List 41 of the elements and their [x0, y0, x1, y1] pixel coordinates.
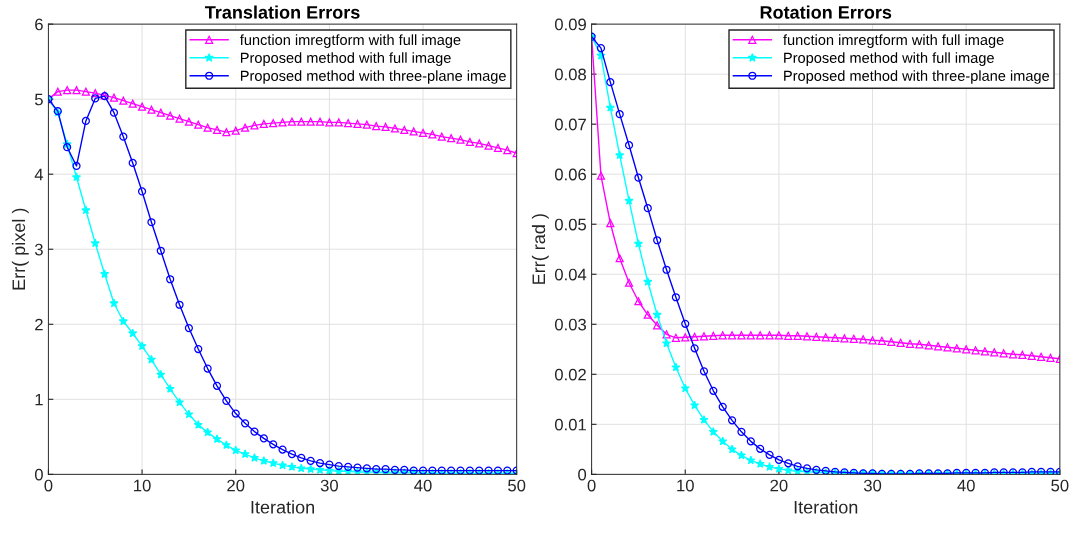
x-tick-label: 50 [508, 479, 526, 492]
y-tick-label: 0.02 [554, 368, 586, 381]
y-tick-label: 0 [578, 468, 587, 481]
legend-label: Proposed method with full image [240, 52, 451, 66]
legend-label: function imregtform with full image [783, 34, 1004, 48]
x-tick-label: 50 [1051, 479, 1069, 492]
y-tick-label: 2 [35, 318, 43, 331]
x-tick-label: 20 [227, 479, 245, 492]
y-tick-label: 1 [35, 393, 43, 406]
x-axis-title: Iteration [794, 500, 858, 514]
x-tick-label: 40 [957, 479, 975, 492]
y-tick-label: 0.05 [554, 218, 587, 231]
y-tick-label: 0.03 [554, 318, 587, 331]
y-tick-label: 3 [34, 243, 43, 256]
x-tick-label: 30 [863, 479, 882, 492]
legend-label: Proposed method with three-plane image [784, 70, 1050, 84]
chart-title: Rotation Errors [760, 5, 892, 19]
y-tick-label: 0.09 [554, 18, 586, 31]
x-tick-label: 10 [134, 479, 151, 492]
x-tick-label: 20 [770, 479, 788, 492]
y-tick-label: 0.06 [554, 168, 587, 181]
legend-label: function imregtform with full image [239, 34, 461, 48]
legend-label: Proposed method with three-plane image [240, 70, 506, 84]
y-tick-label: 4 [34, 168, 44, 181]
chart-title: Translation Errors [204, 5, 360, 19]
x-tick-label: 30 [320, 479, 338, 492]
y-tick-label: 5 [34, 93, 43, 106]
legend-label: Proposed method with full image [784, 52, 994, 66]
y-tick-label: 0.07 [554, 118, 586, 131]
y-tick-label: 0.04 [554, 268, 587, 281]
y-axis-title: Err( rad ) [531, 214, 549, 284]
y-tick-label: 0 [34, 468, 43, 481]
y-axis-title: Err( pixel ) [11, 208, 29, 290]
x-tick-label: 0 [44, 479, 53, 492]
x-axis-title: Iteration [251, 500, 314, 514]
y-tick-label: 0.01 [554, 418, 586, 431]
y-tick-label: 6 [35, 18, 43, 31]
x-tick-label: 40 [414, 479, 432, 492]
x-tick-label: 0 [587, 479, 596, 492]
x-tick-label: 10 [677, 479, 694, 492]
y-tick-label: 0.08 [554, 68, 587, 81]
